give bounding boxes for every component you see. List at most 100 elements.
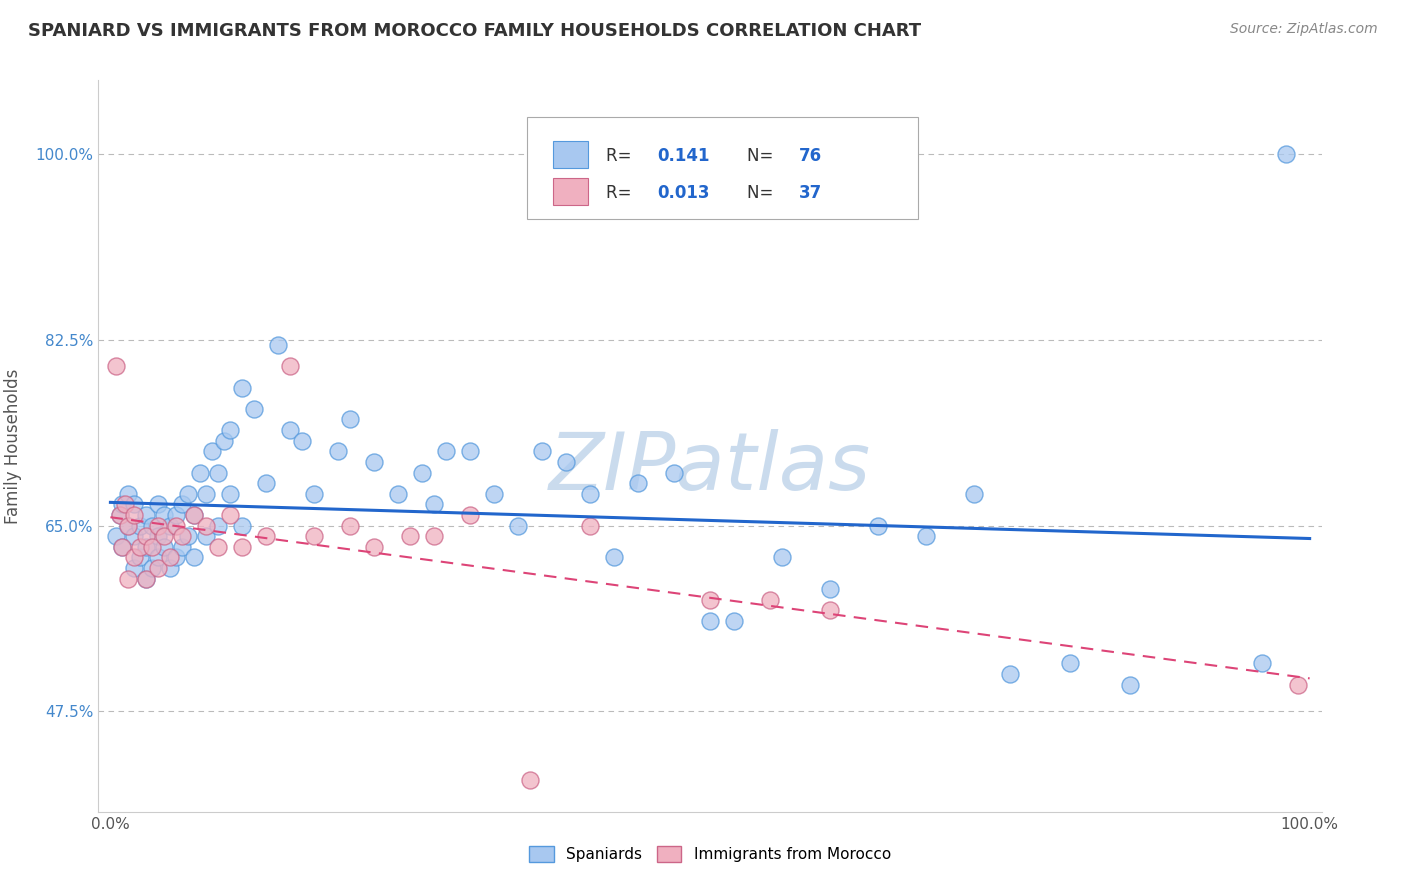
Point (135, 540, 157, 554)
Point (177, 486, 200, 500)
Text: 0.141: 0.141 (658, 147, 710, 165)
Point (423, 497, 446, 511)
Point (183, 508, 205, 522)
Point (114, 497, 136, 511)
Point (1274, 147, 1296, 161)
Point (117, 518, 139, 533)
Point (124, 529, 146, 543)
Point (1286, 677, 1309, 691)
Text: N=: N= (747, 184, 779, 202)
Point (117, 486, 139, 500)
Point (998, 667, 1021, 681)
Point (339, 518, 361, 533)
Point (818, 582, 841, 596)
Point (135, 572, 157, 586)
Point (165, 518, 187, 533)
Point (231, 381, 253, 395)
Point (148, 561, 170, 575)
Point (387, 486, 409, 500)
Point (723, 614, 745, 628)
Point (231, 540, 253, 554)
Point (219, 486, 242, 500)
Point (129, 550, 152, 565)
Point (207, 540, 229, 554)
Point (159, 561, 181, 575)
Point (254, 476, 277, 491)
FancyBboxPatch shape (554, 178, 588, 204)
Point (291, 434, 314, 448)
Point (172, 497, 194, 511)
Point (111, 540, 134, 554)
Point (555, 455, 578, 469)
Point (108, 508, 131, 522)
Point (243, 401, 266, 416)
Point (363, 455, 385, 469)
Point (699, 614, 721, 628)
Point (818, 603, 841, 617)
Point (423, 529, 446, 543)
Text: SPANIARD VS IMMIGRANTS FROM MOROCCO FAMILY HOUSEHOLDS CORRELATION CHART: SPANIARD VS IMMIGRANTS FROM MOROCCO FAMI… (28, 22, 921, 40)
Text: 76: 76 (800, 147, 823, 165)
Point (124, 497, 146, 511)
Point (1059, 657, 1081, 671)
Point (508, 518, 530, 533)
Point (278, 359, 301, 374)
Point (141, 518, 163, 533)
Point (135, 508, 157, 522)
Point (148, 497, 170, 511)
Text: ZIPatlas: ZIPatlas (548, 429, 872, 507)
Point (304, 486, 326, 500)
Point (579, 486, 602, 500)
Point (482, 486, 505, 500)
Legend: Spaniards, Immigrants from Morocco: Spaniards, Immigrants from Morocco (522, 838, 898, 870)
Point (662, 466, 685, 480)
Point (183, 508, 205, 522)
Point (188, 466, 211, 480)
Point (148, 518, 170, 533)
Point (165, 508, 187, 522)
Point (231, 518, 253, 533)
Point (219, 423, 242, 437)
Point (153, 529, 176, 543)
Point (148, 550, 170, 565)
Point (117, 518, 139, 533)
FancyBboxPatch shape (554, 142, 588, 168)
Point (153, 540, 176, 554)
Point (108, 508, 131, 522)
Point (531, 444, 554, 458)
Point (699, 592, 721, 607)
Point (159, 518, 181, 533)
Point (105, 359, 128, 374)
FancyBboxPatch shape (526, 117, 918, 219)
Point (124, 550, 146, 565)
Point (328, 444, 350, 458)
Point (124, 508, 146, 522)
Y-axis label: Family Households: Family Households (4, 368, 21, 524)
Point (254, 529, 277, 543)
Point (603, 550, 626, 565)
Point (111, 540, 134, 554)
Point (153, 508, 176, 522)
Point (339, 412, 361, 426)
Point (195, 518, 218, 533)
Point (183, 550, 205, 565)
Point (219, 508, 242, 522)
Point (207, 518, 229, 533)
Text: N=: N= (747, 147, 779, 165)
Point (129, 518, 152, 533)
Point (195, 529, 218, 543)
Point (172, 529, 194, 543)
Point (195, 486, 218, 500)
Point (759, 592, 782, 607)
Point (627, 476, 650, 491)
Point (117, 572, 139, 586)
Point (148, 529, 170, 543)
Point (304, 529, 326, 543)
Point (866, 518, 889, 533)
Point (963, 486, 986, 500)
Point (135, 529, 157, 543)
Text: Source: ZipAtlas.com: Source: ZipAtlas.com (1230, 22, 1378, 37)
Point (579, 518, 602, 533)
Point (135, 572, 157, 586)
Point (105, 529, 128, 543)
